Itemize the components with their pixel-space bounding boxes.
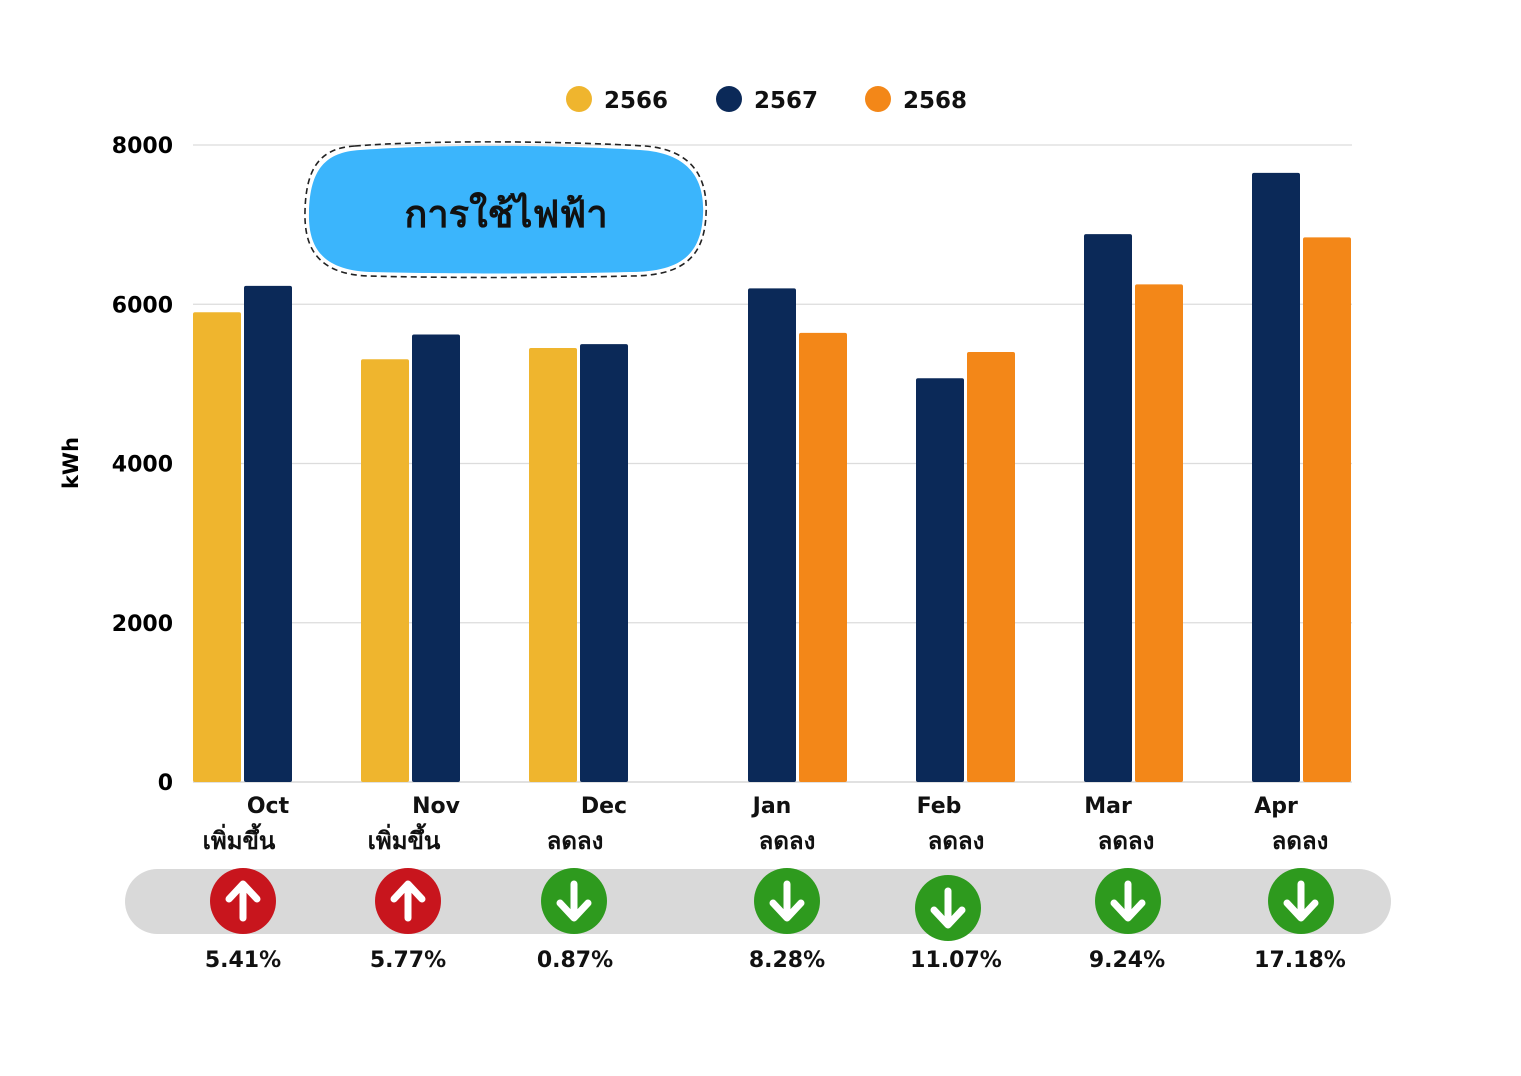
trend-label: ลดลง <box>928 827 985 855</box>
arrow-down-icon <box>1268 868 1334 934</box>
legend-marker <box>566 86 592 112</box>
percent-label: 0.87% <box>537 948 613 973</box>
trend-labels: เพิ่มขึ้น เพิ่มขึ้น ลดลง ลดลง ลดลง ลดลง ลดลง <box>203 822 1329 855</box>
title-badge-dashed-outline <box>304 141 707 279</box>
x-tick-label: Apr <box>1254 794 1298 819</box>
percent-label: 8.28% <box>749 948 825 973</box>
legend-marker <box>865 86 891 112</box>
bar-dec-2566 <box>529 348 577 782</box>
title-badge: การใช้ไฟฟ้า <box>304 141 707 279</box>
legend-label: 2567 <box>754 88 818 114</box>
bars <box>193 172 1351 783</box>
arrow-glyph <box>1283 880 1319 922</box>
legend-marker <box>716 86 742 112</box>
trend-label: เพิ่มขึ้น <box>368 822 441 855</box>
title-badge-text: การใช้ไฟฟ้า <box>404 192 607 236</box>
bar-jan-2568 <box>799 332 847 782</box>
arrow-glyph <box>225 880 261 922</box>
x-tick-label: Dec <box>581 794 627 819</box>
arrow-down-icon <box>754 868 820 934</box>
y-tick-label: 0 <box>158 771 173 796</box>
trend-label: ลดลง <box>1098 827 1155 855</box>
bar-nov-2567 <box>412 334 460 782</box>
trend-icons <box>210 868 1334 941</box>
arrow-glyph <box>930 887 966 929</box>
legend-label: 2568 <box>903 88 967 114</box>
bar-jan-2567 <box>748 288 796 782</box>
bar-apr-2568 <box>1303 237 1351 783</box>
bar-dec-2567 <box>580 344 628 782</box>
y-tick-label: 4000 <box>112 453 173 478</box>
x-tick-label: Jan <box>751 794 792 819</box>
arrow-glyph <box>390 880 426 922</box>
legend: 2566 2567 2568 <box>566 86 967 114</box>
x-tick-label: Feb <box>917 794 962 819</box>
x-tick-label: Nov <box>412 794 461 819</box>
y-axis-ticks: 0 2000 4000 6000 8000 <box>112 134 173 796</box>
trend-label: ลดลง <box>759 827 816 855</box>
y-tick-label: 8000 <box>112 134 173 159</box>
y-axis-title: kWh <box>59 437 83 489</box>
bar-oct-2567 <box>244 285 292 782</box>
arrow-glyph <box>556 880 592 922</box>
y-tick-label: 6000 <box>112 293 173 318</box>
trend-label: ลดลง <box>547 827 604 855</box>
arrow-down-icon <box>915 875 981 941</box>
bar-feb-2568 <box>967 352 1015 782</box>
title-badge-shape <box>308 145 704 274</box>
percent-label: 5.77% <box>370 948 446 973</box>
percent-label: 11.07% <box>910 948 1002 973</box>
arrow-down-icon <box>541 868 607 934</box>
arrow-down-icon <box>1095 868 1161 934</box>
percent-labels: 5.41% 5.77% 0.87% 8.28% 11.07% 9.24% 17.18% <box>205 948 1346 973</box>
x-axis-labels: Oct Nov Dec Jan Feb Mar Apr <box>247 794 1298 819</box>
bar-feb-2567 <box>916 378 964 782</box>
percent-label: 5.41% <box>205 948 281 973</box>
percent-label: 9.24% <box>1089 948 1165 973</box>
bar-mar-2568 <box>1135 284 1183 782</box>
arrow-glyph <box>769 880 805 922</box>
trend-label: เพิ่มขึ้น <box>203 822 276 855</box>
bar-oct-2566 <box>193 312 241 782</box>
arrow-up-icon <box>375 868 441 934</box>
legend-label: 2566 <box>604 88 668 114</box>
x-tick-label: Oct <box>247 794 290 819</box>
y-tick-label: 2000 <box>112 612 173 637</box>
bar-nov-2566 <box>361 359 409 782</box>
x-tick-label: Mar <box>1084 794 1132 819</box>
trend-label: ลดลง <box>1272 827 1329 855</box>
percent-label: 17.18% <box>1254 948 1346 973</box>
arrow-up-icon <box>210 868 276 934</box>
bar-mar-2567 <box>1084 234 1132 782</box>
bar-apr-2567 <box>1252 172 1300 782</box>
arrow-glyph <box>1110 880 1146 922</box>
